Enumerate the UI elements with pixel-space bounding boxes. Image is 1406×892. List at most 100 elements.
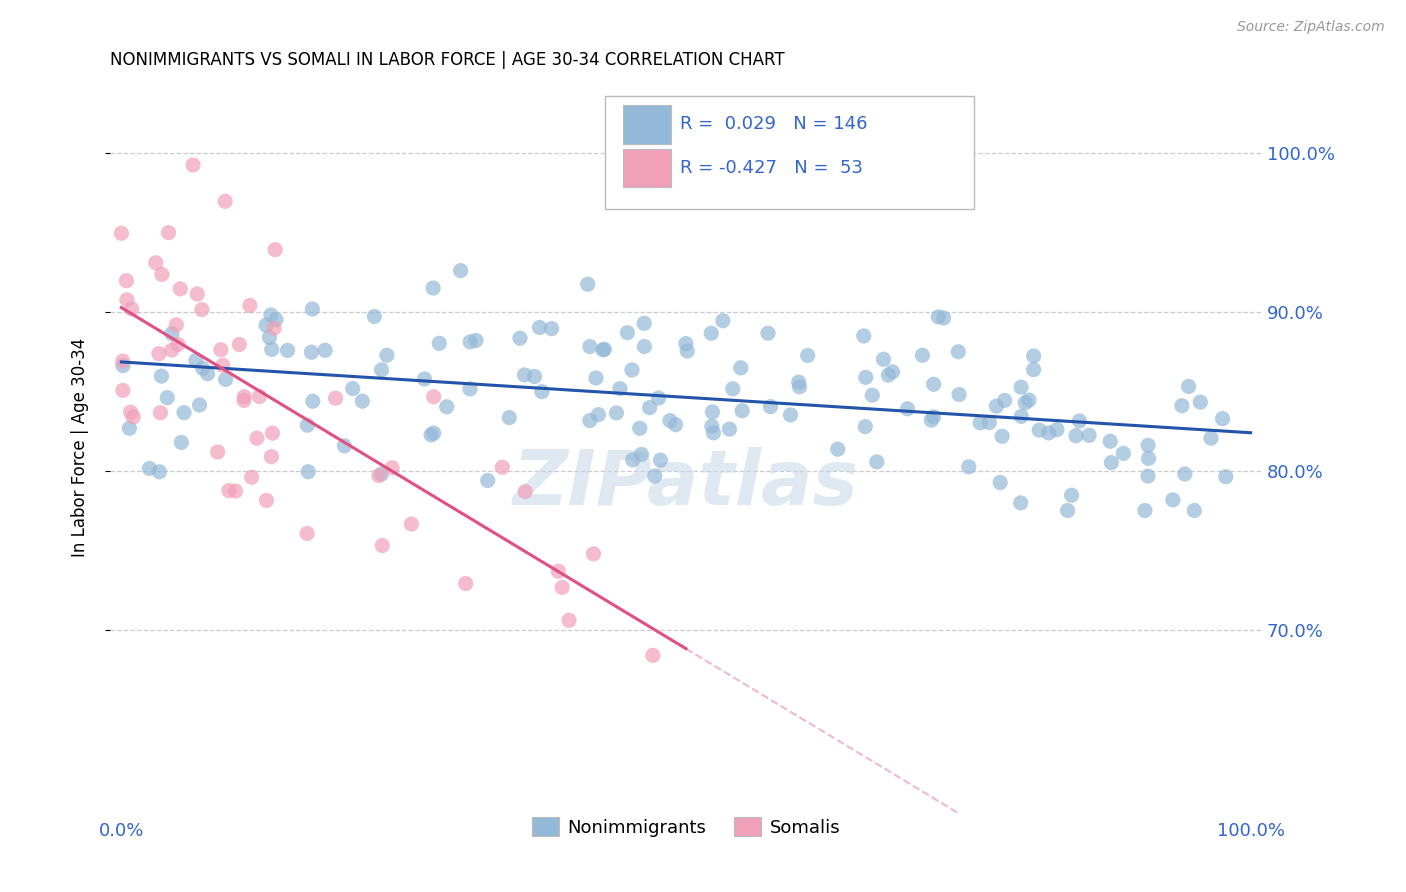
- Point: [450, 263, 472, 277]
- Point: [370, 363, 392, 377]
- Point: [605, 406, 627, 420]
- Point: [173, 406, 195, 420]
- Point: [991, 429, 1014, 443]
- Point: [576, 277, 599, 292]
- Point: [1014, 395, 1036, 409]
- Point: [363, 310, 385, 324]
- Text: Source: ZipAtlas.com: Source: ZipAtlas.com: [1237, 20, 1385, 34]
- Point: [1010, 380, 1032, 394]
- Point: [779, 408, 801, 422]
- Point: [260, 343, 283, 357]
- Point: [796, 348, 818, 362]
- Point: [756, 326, 779, 341]
- Point: [530, 384, 553, 399]
- Point: [988, 475, 1011, 490]
- Point: [191, 302, 214, 317]
- Point: [644, 469, 666, 483]
- Point: [711, 314, 734, 328]
- Point: [827, 442, 849, 457]
- Point: [498, 410, 520, 425]
- Point: [371, 539, 394, 553]
- Point: [1038, 425, 1060, 440]
- Point: [138, 461, 160, 475]
- Point: [1199, 431, 1222, 445]
- Point: [911, 348, 934, 362]
- Point: [872, 352, 894, 367]
- Point: [731, 403, 754, 417]
- Point: [702, 405, 724, 419]
- Point: [233, 393, 256, 408]
- Point: [122, 409, 145, 424]
- Point: [633, 316, 655, 330]
- Point: [454, 576, 477, 591]
- Point: [375, 348, 398, 362]
- Point: [789, 380, 811, 394]
- Point: [529, 320, 551, 334]
- Point: [616, 326, 638, 340]
- Point: [650, 453, 672, 467]
- Point: [259, 330, 281, 344]
- Point: [1137, 438, 1160, 452]
- Point: [1112, 446, 1135, 460]
- Point: [214, 372, 236, 386]
- Point: [855, 370, 877, 384]
- Point: [641, 648, 664, 663]
- Text: NONIMMIGRANTS VS SOMALI IN LABOR FORCE | AGE 30-34 CORRELATION CHART: NONIMMIGRANTS VS SOMALI IN LABOR FORCE |…: [110, 51, 785, 69]
- Point: [896, 401, 918, 416]
- Point: [558, 613, 581, 627]
- Point: [579, 413, 602, 427]
- Point: [676, 344, 699, 359]
- Point: [551, 581, 574, 595]
- Point: [170, 435, 193, 450]
- Point: [664, 417, 686, 432]
- Point: [1161, 492, 1184, 507]
- Point: [1215, 469, 1237, 483]
- Point: [1182, 503, 1205, 517]
- Point: [145, 256, 167, 270]
- Point: [427, 336, 450, 351]
- Point: [994, 393, 1017, 408]
- Point: [1046, 423, 1069, 437]
- Point: [191, 361, 214, 376]
- Point: [866, 455, 889, 469]
- Point: [1099, 434, 1122, 449]
- Point: [638, 401, 661, 415]
- Point: [115, 293, 138, 307]
- Point: [239, 298, 262, 312]
- Point: [523, 369, 546, 384]
- Point: [148, 465, 170, 479]
- Point: [111, 354, 134, 368]
- Point: [169, 282, 191, 296]
- FancyBboxPatch shape: [606, 96, 974, 210]
- Point: [228, 337, 250, 351]
- Point: [184, 353, 207, 368]
- Point: [325, 391, 347, 405]
- Point: [852, 329, 875, 343]
- Point: [877, 368, 900, 382]
- Point: [609, 382, 631, 396]
- Y-axis label: In Labor Force | Age 30-34: In Labor Force | Age 30-34: [72, 337, 89, 557]
- Point: [115, 274, 138, 288]
- Point: [1078, 428, 1101, 442]
- Point: [1177, 379, 1199, 393]
- Point: [197, 367, 219, 381]
- Point: [547, 564, 569, 578]
- Point: [401, 517, 423, 532]
- Point: [1028, 423, 1050, 437]
- Point: [254, 318, 277, 332]
- Point: [1056, 503, 1078, 517]
- Point: [1136, 469, 1159, 483]
- Point: [121, 301, 143, 316]
- Point: [160, 326, 183, 341]
- Point: [509, 331, 531, 345]
- Point: [211, 359, 233, 373]
- Point: [628, 421, 651, 435]
- Point: [700, 419, 723, 434]
- Point: [314, 343, 336, 358]
- Point: [592, 343, 614, 357]
- Point: [721, 382, 744, 396]
- Point: [381, 460, 404, 475]
- Point: [1189, 395, 1212, 409]
- Point: [165, 318, 187, 332]
- Point: [333, 439, 356, 453]
